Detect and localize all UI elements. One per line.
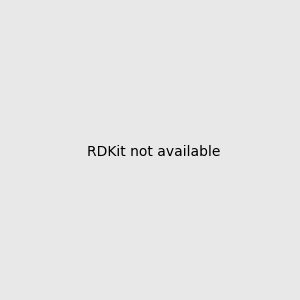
Text: RDKit not available: RDKit not available [87,145,220,158]
